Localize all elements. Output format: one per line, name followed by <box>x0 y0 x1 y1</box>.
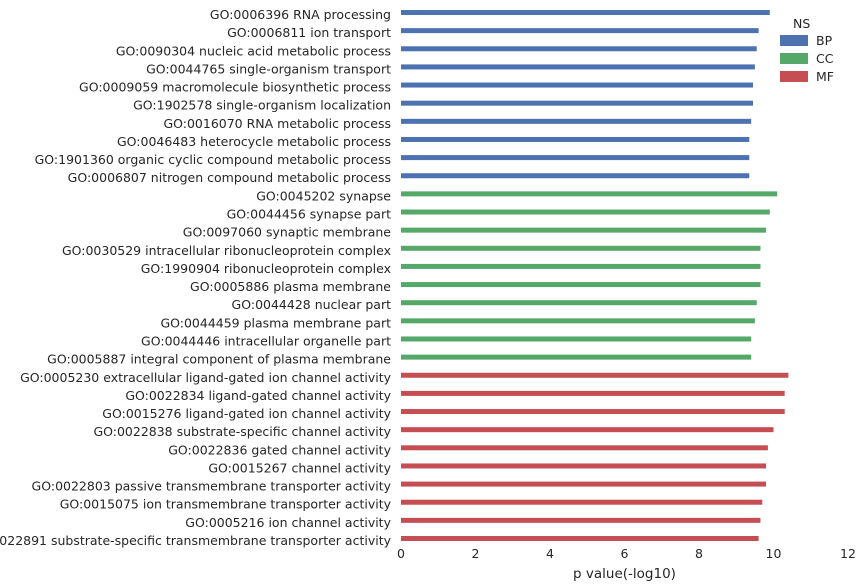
category-label: GO:0097060 synaptic membrane <box>183 225 392 240</box>
category-label: GO:0030529 intracellular ribonucleoprote… <box>62 243 391 258</box>
bar-cc <box>401 300 757 306</box>
category-label: GO:0005230 extracellular ligand-gated io… <box>20 370 392 385</box>
category-label: GO:0022891 substrate-specific transmembr… <box>0 533 392 548</box>
x-tick-label: 0 <box>397 546 405 561</box>
legend-label-mf: MF <box>816 69 834 84</box>
bar-cc <box>401 209 770 215</box>
category-label: GO:0044446 intracellular organelle part <box>141 333 391 348</box>
legend-title: NS <box>793 16 810 31</box>
category-label: GO:0022834 ligand-gated channel activity <box>125 388 391 403</box>
bar-mf <box>401 517 761 523</box>
bar-cc <box>401 354 752 360</box>
category-label: GO:0006807 nitrogen compound metabolic p… <box>68 170 391 185</box>
category-label: GO:0005216 ion channel activity <box>185 515 391 530</box>
x-axis-label: p value(-log10) <box>573 566 676 582</box>
bar-bp <box>401 136 750 142</box>
x-tick-label: 8 <box>695 546 703 561</box>
legend: NS BP CC MF <box>780 16 834 84</box>
bar-cc <box>401 263 761 269</box>
legend-swatch-cc <box>780 53 808 64</box>
category-label: GO:0044456 synapse part <box>227 207 391 222</box>
bar-bp <box>401 118 752 124</box>
x-tick-label: 12 <box>840 546 856 561</box>
bar-cc <box>401 227 767 233</box>
bar-bp <box>401 28 759 34</box>
category-label: GO:0006811 ion transport <box>227 25 391 40</box>
category-label: GO:0005886 plasma membrane <box>190 279 391 294</box>
legend-entries: BP CC MF <box>780 33 834 84</box>
category-label: GO:0044459 plasma membrane part <box>160 315 391 330</box>
bar-mf <box>401 499 763 505</box>
bar-cc <box>401 336 752 342</box>
bar-cc <box>401 245 761 251</box>
x-tick-label: 2 <box>472 546 480 561</box>
category-label: GO:0044428 nuclear part <box>232 297 392 312</box>
category-label: GO:1901360 organic cyclic compound metab… <box>35 152 391 167</box>
bar-mf <box>401 463 767 469</box>
category-label: GO:0044765 single-organism transport <box>146 61 391 76</box>
category-label: GO:0022836 gated channel activity <box>168 442 391 457</box>
category-labels-group: GO:0006396 RNA processing GO:0006811 ion … <box>0 7 392 548</box>
bar-mf <box>401 445 768 451</box>
x-tick-labels-group: 0 2 4 6 8 10 12 <box>397 546 856 561</box>
bar-bp <box>401 100 754 106</box>
bar-bp <box>401 64 755 70</box>
bar-cc <box>401 282 761 288</box>
category-label: GO:0005887 integral component of plasma … <box>47 352 391 367</box>
bars-group <box>401 10 789 541</box>
category-label: GO:0090304 nucleic acid metabolic proces… <box>116 43 391 58</box>
legend-label-bp: BP <box>816 33 833 48</box>
bar-bp <box>401 82 754 88</box>
bar-mf <box>401 427 774 433</box>
bar-mf <box>401 372 789 378</box>
category-label: GO:1902578 single-organism localization <box>133 98 391 113</box>
category-label: GO:0015276 ligand-gated ion channel acti… <box>102 406 391 421</box>
category-label: GO:0009059 macromolecule biosynthetic pr… <box>79 80 391 95</box>
bar-mf <box>401 409 785 415</box>
category-label: GO:0015267 channel activity <box>208 460 391 475</box>
bar-mf <box>401 536 759 541</box>
category-label: GO:0022803 passive transmembrane transpo… <box>32 479 392 494</box>
legend-swatch-mf <box>780 71 808 82</box>
category-label: GO:0045202 synapse <box>256 188 391 203</box>
bar-bp <box>401 46 757 52</box>
legend-swatch-bp <box>780 35 808 46</box>
category-label: GO:1990904 ribonucleoprotein complex <box>141 261 391 276</box>
bar-bp <box>401 10 770 15</box>
x-tick-label: 4 <box>546 546 554 561</box>
bar-cc <box>401 318 755 324</box>
bar-bp <box>401 173 750 179</box>
category-label: GO:0015075 ion transmembrane transporter… <box>60 497 392 512</box>
category-label: GO:0046483 heterocycle metabolic process <box>117 134 391 149</box>
legend-label-cc: CC <box>816 51 834 66</box>
category-label: GO:0016070 RNA metabolic process <box>163 116 391 131</box>
bar-cc <box>401 191 778 197</box>
bar-mf <box>401 390 785 396</box>
category-label: GO:0006396 RNA processing <box>210 7 391 22</box>
x-tick-label: 10 <box>766 546 782 561</box>
bar-bp <box>401 155 750 161</box>
category-label: GO:0022838 substrate-specific channel ac… <box>93 424 391 439</box>
x-tick-label: 6 <box>621 546 629 561</box>
bar-mf <box>401 481 767 487</box>
